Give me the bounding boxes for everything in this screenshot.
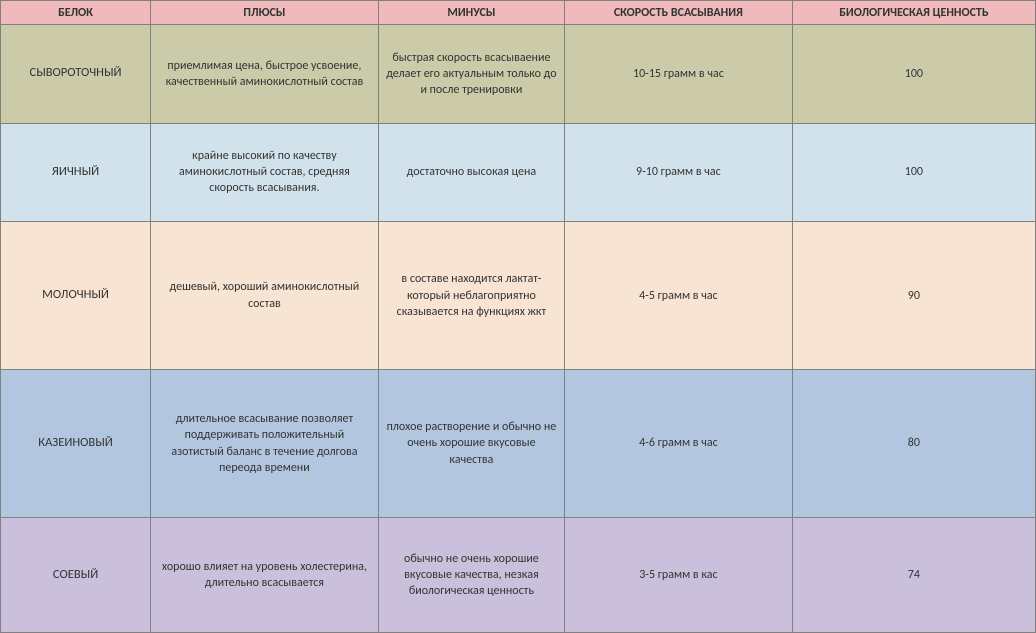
cell-minus: быстрая скорость всасываение делает его … xyxy=(378,25,564,124)
cell-speed: 9-10 грамм в час xyxy=(565,123,793,222)
table-row: МОЛОЧНЫЙ дешевый, хороший аминокислотный… xyxy=(1,222,1036,370)
table-row: ЯИЧНЫЙ крайне высокий по качеству аминок… xyxy=(1,123,1036,222)
table-row: СЫВОРОТОЧНЫЙ приемлимая цена, быстрое ус… xyxy=(1,25,1036,124)
cell-speed: 4-6 грамм в час xyxy=(565,370,793,518)
protein-comparison-table: БЕЛОК ПЛЮСЫ МИНУСЫ СКОРОСТЬ ВСАСЫВАНИЯ Б… xyxy=(0,0,1036,633)
cell-minus: плохое растворение и обычно не очень хор… xyxy=(378,370,564,518)
cell-protein: МОЛОЧНЫЙ xyxy=(1,222,151,370)
cell-bio: 100 xyxy=(792,123,1035,222)
cell-bio: 80 xyxy=(792,370,1035,518)
cell-bio: 74 xyxy=(792,517,1035,632)
table-header-row: БЕЛОК ПЛЮСЫ МИНУСЫ СКОРОСТЬ ВСАСЫВАНИЯ Б… xyxy=(1,1,1036,25)
table-row: КАЗЕИНОВЫЙ длительное всасывание позволя… xyxy=(1,370,1036,518)
cell-speed: 4-5 грамм в час xyxy=(565,222,793,370)
cell-plus: приемлимая цена, быстрое усвоение, качес… xyxy=(151,25,379,124)
cell-minus: обычно не очень хорошие вкусовые качеств… xyxy=(378,517,564,632)
header-bio: БИОЛОГИЧЕСКАЯ ЦЕННОСТЬ xyxy=(792,1,1035,25)
cell-bio: 90 xyxy=(792,222,1035,370)
cell-plus: длительное всасывание позволяет поддержи… xyxy=(151,370,379,518)
header-minus: МИНУСЫ xyxy=(378,1,564,25)
cell-protein: КАЗЕИНОВЫЙ xyxy=(1,370,151,518)
cell-minus: в составе находится лактат- который небл… xyxy=(378,222,564,370)
cell-protein: СЫВОРОТОЧНЫЙ xyxy=(1,25,151,124)
table-row: СОЕВЫЙ хорошо влияет на уровень холестер… xyxy=(1,517,1036,632)
cell-minus: достаточно высокая цена xyxy=(378,123,564,222)
cell-plus: дешевый, хороший аминокислотный состав xyxy=(151,222,379,370)
cell-speed: 10-15 грамм в час xyxy=(565,25,793,124)
table-body: СЫВОРОТОЧНЫЙ приемлимая цена, быстрое ус… xyxy=(1,25,1036,633)
cell-plus: крайне высокий по качеству аминокислотны… xyxy=(151,123,379,222)
cell-protein: СОЕВЫЙ xyxy=(1,517,151,632)
cell-speed: 3-5 грамм в кас xyxy=(565,517,793,632)
header-plus: ПЛЮСЫ xyxy=(151,1,379,25)
header-speed: СКОРОСТЬ ВСАСЫВАНИЯ xyxy=(565,1,793,25)
header-protein: БЕЛОК xyxy=(1,1,151,25)
cell-plus: хорошо влияет на уровень холестерина, дл… xyxy=(151,517,379,632)
cell-bio: 100 xyxy=(792,25,1035,124)
cell-protein: ЯИЧНЫЙ xyxy=(1,123,151,222)
